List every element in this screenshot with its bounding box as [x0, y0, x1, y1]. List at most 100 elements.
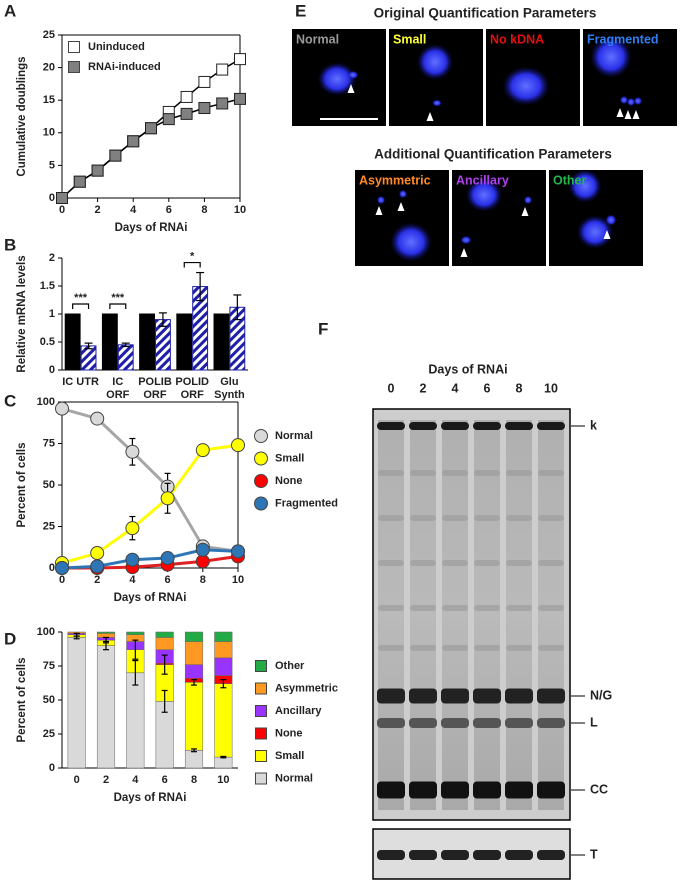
faint-band [442, 515, 468, 521]
gel [372, 408, 571, 821]
x-tick-label: 8 [191, 774, 197, 786]
lane-smear [506, 420, 532, 810]
dna-stain [347, 70, 359, 80]
faint-band [506, 470, 532, 476]
faint-band [410, 645, 436, 651]
y-tick-label: 0 [49, 192, 55, 204]
lane-label: 0 [388, 381, 395, 395]
y-tick-label: 0 [49, 562, 55, 574]
marker [216, 63, 229, 76]
arrowhead [426, 112, 434, 121]
gel-band [537, 718, 565, 728]
arrowhead [347, 84, 355, 93]
marker [55, 401, 69, 416]
legend-label: Fragmented [275, 497, 338, 509]
marker [145, 122, 157, 135]
faint-band [378, 560, 404, 566]
lane-smear [442, 420, 468, 810]
gel-band [441, 422, 469, 430]
bar-segment [184, 664, 204, 679]
gel-band [377, 850, 405, 860]
gel-band [505, 422, 533, 430]
y-tick-label: 1.5 [40, 280, 55, 292]
bar-segment [96, 645, 116, 769]
significance-label: * [190, 250, 195, 262]
dna-stain [465, 178, 503, 212]
marker [216, 97, 229, 110]
legend-marker [254, 451, 268, 466]
faint-band [506, 605, 532, 611]
faint-band [442, 470, 468, 476]
tile-label: Fragmented [587, 32, 659, 46]
y-tick-label: 75 [43, 437, 55, 449]
gel-band [409, 850, 437, 860]
dna-stain [390, 222, 432, 262]
significance-bracket [72, 303, 90, 309]
marker [195, 554, 210, 569]
lane-label: 4 [452, 381, 459, 395]
legend-label: Ancillary [275, 705, 322, 717]
faint-band [442, 560, 468, 566]
x-tick-label: 6 [166, 204, 172, 216]
y-axis-label: Percent of cells [16, 657, 28, 742]
arrowhead [397, 202, 405, 211]
tile-label: No kDNA [490, 32, 544, 46]
x-tick-label: 2 [94, 574, 100, 586]
legend-label: Small [275, 750, 304, 762]
bar-segment [96, 633, 116, 638]
lane-smear [378, 420, 404, 810]
dna-stain [605, 214, 617, 226]
band-label: k [590, 418, 597, 432]
bar-segment [184, 631, 204, 642]
bar [64, 313, 81, 371]
faint-band [474, 645, 500, 651]
arrowhead [603, 230, 611, 239]
panel-letter: D [4, 629, 16, 648]
bar-segment [184, 682, 204, 751]
bar [213, 313, 230, 371]
x-tick-label: IC [112, 376, 123, 388]
lane-label: 2 [420, 381, 427, 395]
x-tick-label: ORF [106, 389, 130, 401]
band-label: N/G [590, 688, 612, 702]
panel-letter: F [318, 319, 328, 338]
gel-band [537, 850, 565, 860]
tile-label: Ancillary [456, 173, 509, 187]
dna-stain [568, 169, 602, 203]
x-axis-label: Days of RNAi [114, 792, 187, 804]
marker [73, 175, 86, 188]
bar-segment [214, 683, 233, 758]
arrowhead [624, 110, 632, 119]
gel-band [409, 718, 437, 728]
arrowhead [521, 207, 529, 216]
x-tick-label: POLIB [138, 376, 172, 388]
marker [90, 559, 105, 574]
marker [180, 90, 193, 103]
legend-label: None [275, 475, 303, 487]
marker [125, 521, 140, 536]
bar [176, 313, 193, 371]
y-tick-label: 50 [43, 479, 55, 491]
marker [198, 102, 211, 115]
bar-segment [155, 631, 174, 638]
dna-stain [502, 66, 550, 106]
x-tick-label: 0 [59, 574, 65, 586]
series-line [61, 407, 239, 553]
panel-letter: E [295, 1, 306, 20]
y-axis-label: Relative mRNA levels [16, 255, 28, 372]
marker [162, 113, 175, 126]
marker [56, 192, 68, 204]
bar [80, 345, 97, 371]
bar-segment [126, 631, 145, 635]
gel-band [505, 850, 533, 860]
panel-letter: C [4, 391, 16, 410]
band-label: L [590, 715, 598, 729]
x-tick-label: 10 [234, 204, 246, 216]
marker [195, 542, 210, 557]
gel-band [409, 422, 437, 430]
legend-marker [255, 682, 267, 695]
legend-marker [68, 41, 80, 53]
gel-band [537, 688, 565, 704]
dna-stain [523, 195, 533, 205]
gel-band [377, 718, 405, 728]
